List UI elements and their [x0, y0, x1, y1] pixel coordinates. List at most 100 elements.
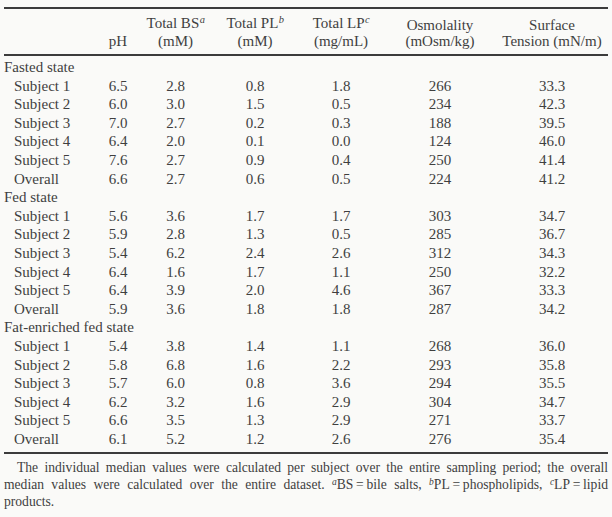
table-cell: 2.7 — [139, 114, 212, 133]
table-cell: 1.4 — [212, 337, 298, 356]
group-label: Fat-enriched fed state — [4, 318, 608, 337]
table-cell: 0.0 — [298, 132, 384, 151]
table-cell: 0.5 — [298, 95, 384, 114]
table-cell: 6.2 — [139, 244, 212, 263]
table-cell: 2.0 — [212, 281, 298, 300]
column-header-line: Total PLb — [212, 15, 298, 33]
table-cell: 2.8 — [139, 77, 212, 96]
table-cell: 3.6 — [298, 374, 384, 393]
table-cell: 34.7 — [496, 393, 608, 412]
table-cell: 35.5 — [496, 374, 608, 393]
table-cell: 285 — [384, 225, 496, 244]
table-cell: 2.7 — [139, 151, 212, 170]
table-cell: 5.9 — [97, 300, 139, 319]
row-label: Subject 3 — [4, 244, 97, 263]
footnote-marker-a: a — [332, 477, 337, 487]
table-cell: 1.6 — [139, 263, 212, 282]
table-cell: 36.7 — [496, 225, 608, 244]
table-cell: 1.8 — [298, 300, 384, 319]
table-cell: 35.4 — [496, 430, 608, 454]
table-cell: 6.1 — [97, 430, 139, 454]
row-label: Subject 4 — [4, 393, 97, 412]
table-cell: 46.0 — [496, 132, 608, 151]
results-table: pH Total BSa (mM) Total PLb (mM) Total L… — [4, 7, 608, 454]
table-cell: 6.0 — [139, 374, 212, 393]
table-row: Subject 16.52.80.81.826633.3 — [4, 77, 608, 96]
table-cell: 250 — [384, 263, 496, 282]
column-header-line: (mM) — [139, 33, 212, 49]
table-cell: 2.9 — [298, 393, 384, 412]
table-cell: 33.3 — [496, 281, 608, 300]
group-label: Fasted state — [4, 55, 608, 77]
row-label: Overall — [4, 430, 97, 454]
column-header-line: Total LPc — [298, 15, 384, 33]
table-cell: 5.7 — [97, 374, 139, 393]
table-cell: 1.6 — [212, 393, 298, 412]
row-label: Subject 1 — [4, 337, 97, 356]
footnote-marker-c: c — [550, 477, 554, 487]
table-cell: 1.3 — [212, 225, 298, 244]
table-cell: 5.8 — [97, 356, 139, 375]
row-label: Subject 2 — [4, 356, 97, 375]
footnote-marker-b: b — [279, 14, 284, 25]
table-cell: 250 — [384, 151, 496, 170]
row-label: Subject 3 — [4, 114, 97, 133]
table-cell: 3.2 — [139, 393, 212, 412]
group-label: Fed state — [4, 188, 608, 207]
table-row: Subject 46.23.21.62.930434.7 — [4, 393, 608, 412]
table-cell: 1.3 — [212, 411, 298, 430]
table-cell: 5.6 — [97, 207, 139, 226]
row-label: Subject 1 — [4, 77, 97, 96]
table-cell: 7.0 — [97, 114, 139, 133]
table-cell: 0.8 — [212, 374, 298, 393]
row-label: Subject 1 — [4, 207, 97, 226]
table-cell: 6.4 — [97, 132, 139, 151]
table-cell: 0.8 — [212, 77, 298, 96]
table-row: Subject 25.92.81.30.528536.7 — [4, 225, 608, 244]
table-cell: 124 — [384, 132, 496, 151]
column-header-total-lp: Total LPc (mg/mL) — [298, 8, 384, 55]
table-row: Overall6.15.21.22.627635.4 — [4, 430, 608, 454]
column-header-total-bs: Total BSa (mM) — [139, 8, 212, 55]
table-cell: 2.8 — [139, 225, 212, 244]
table-cell: 3.0 — [139, 95, 212, 114]
table-cell: 41.2 — [496, 170, 608, 189]
group-row: Fed state — [4, 188, 608, 207]
table-cell: 2.7 — [139, 170, 212, 189]
table-row: Subject 15.63.61.71.730334.7 — [4, 207, 608, 226]
column-header-line: (mg/mL) — [298, 33, 384, 49]
column-header-line: Osmolality — [384, 17, 496, 33]
table-cell: 39.5 — [496, 114, 608, 133]
footnote-text: PL = phospholipids, — [434, 477, 550, 492]
table-cell: 32.2 — [496, 263, 608, 282]
table-cell: 304 — [384, 393, 496, 412]
table-cell: 3.5 — [139, 411, 212, 430]
table-cell: 0.4 — [298, 151, 384, 170]
row-label: Subject 2 — [4, 225, 97, 244]
table-cell: 7.6 — [97, 151, 139, 170]
table-cell: 6.8 — [139, 356, 212, 375]
table-cell: 0.5 — [298, 170, 384, 189]
table-row: Subject 56.43.92.04.636733.3 — [4, 281, 608, 300]
table-cell: 293 — [384, 356, 496, 375]
table-row: Subject 56.63.51.32.927133.7 — [4, 411, 608, 430]
table-row: Subject 37.02.70.20.318839.5 — [4, 114, 608, 133]
table-cell: 1.1 — [298, 337, 384, 356]
table-row: Subject 15.43.81.41.126836.0 — [4, 337, 608, 356]
table-cell: 6.4 — [97, 263, 139, 282]
table-cell: 34.7 — [496, 207, 608, 226]
column-header-line: Total BSa — [139, 15, 212, 33]
table-row: Overall6.62.70.60.522441.2 — [4, 170, 608, 189]
table-cell: 1.2 — [212, 430, 298, 454]
document-page: pH Total BSa (mM) Total PLb (mM) Total L… — [0, 7, 612, 517]
table-cell: 3.6 — [139, 207, 212, 226]
table-row: Subject 26.03.01.50.523442.3 — [4, 95, 608, 114]
column-header-line: pH — [97, 33, 139, 49]
table-row: Subject 46.41.61.71.125032.2 — [4, 263, 608, 282]
footnote-text: BS = bile salts, — [337, 477, 429, 492]
table-cell: 33.3 — [496, 77, 608, 96]
table-cell: 3.6 — [139, 300, 212, 319]
table-header: pH Total BSa (mM) Total PLb (mM) Total L… — [4, 8, 608, 55]
table-cell: 6.6 — [97, 170, 139, 189]
column-header-line: Tension (mN/m) — [496, 33, 608, 49]
